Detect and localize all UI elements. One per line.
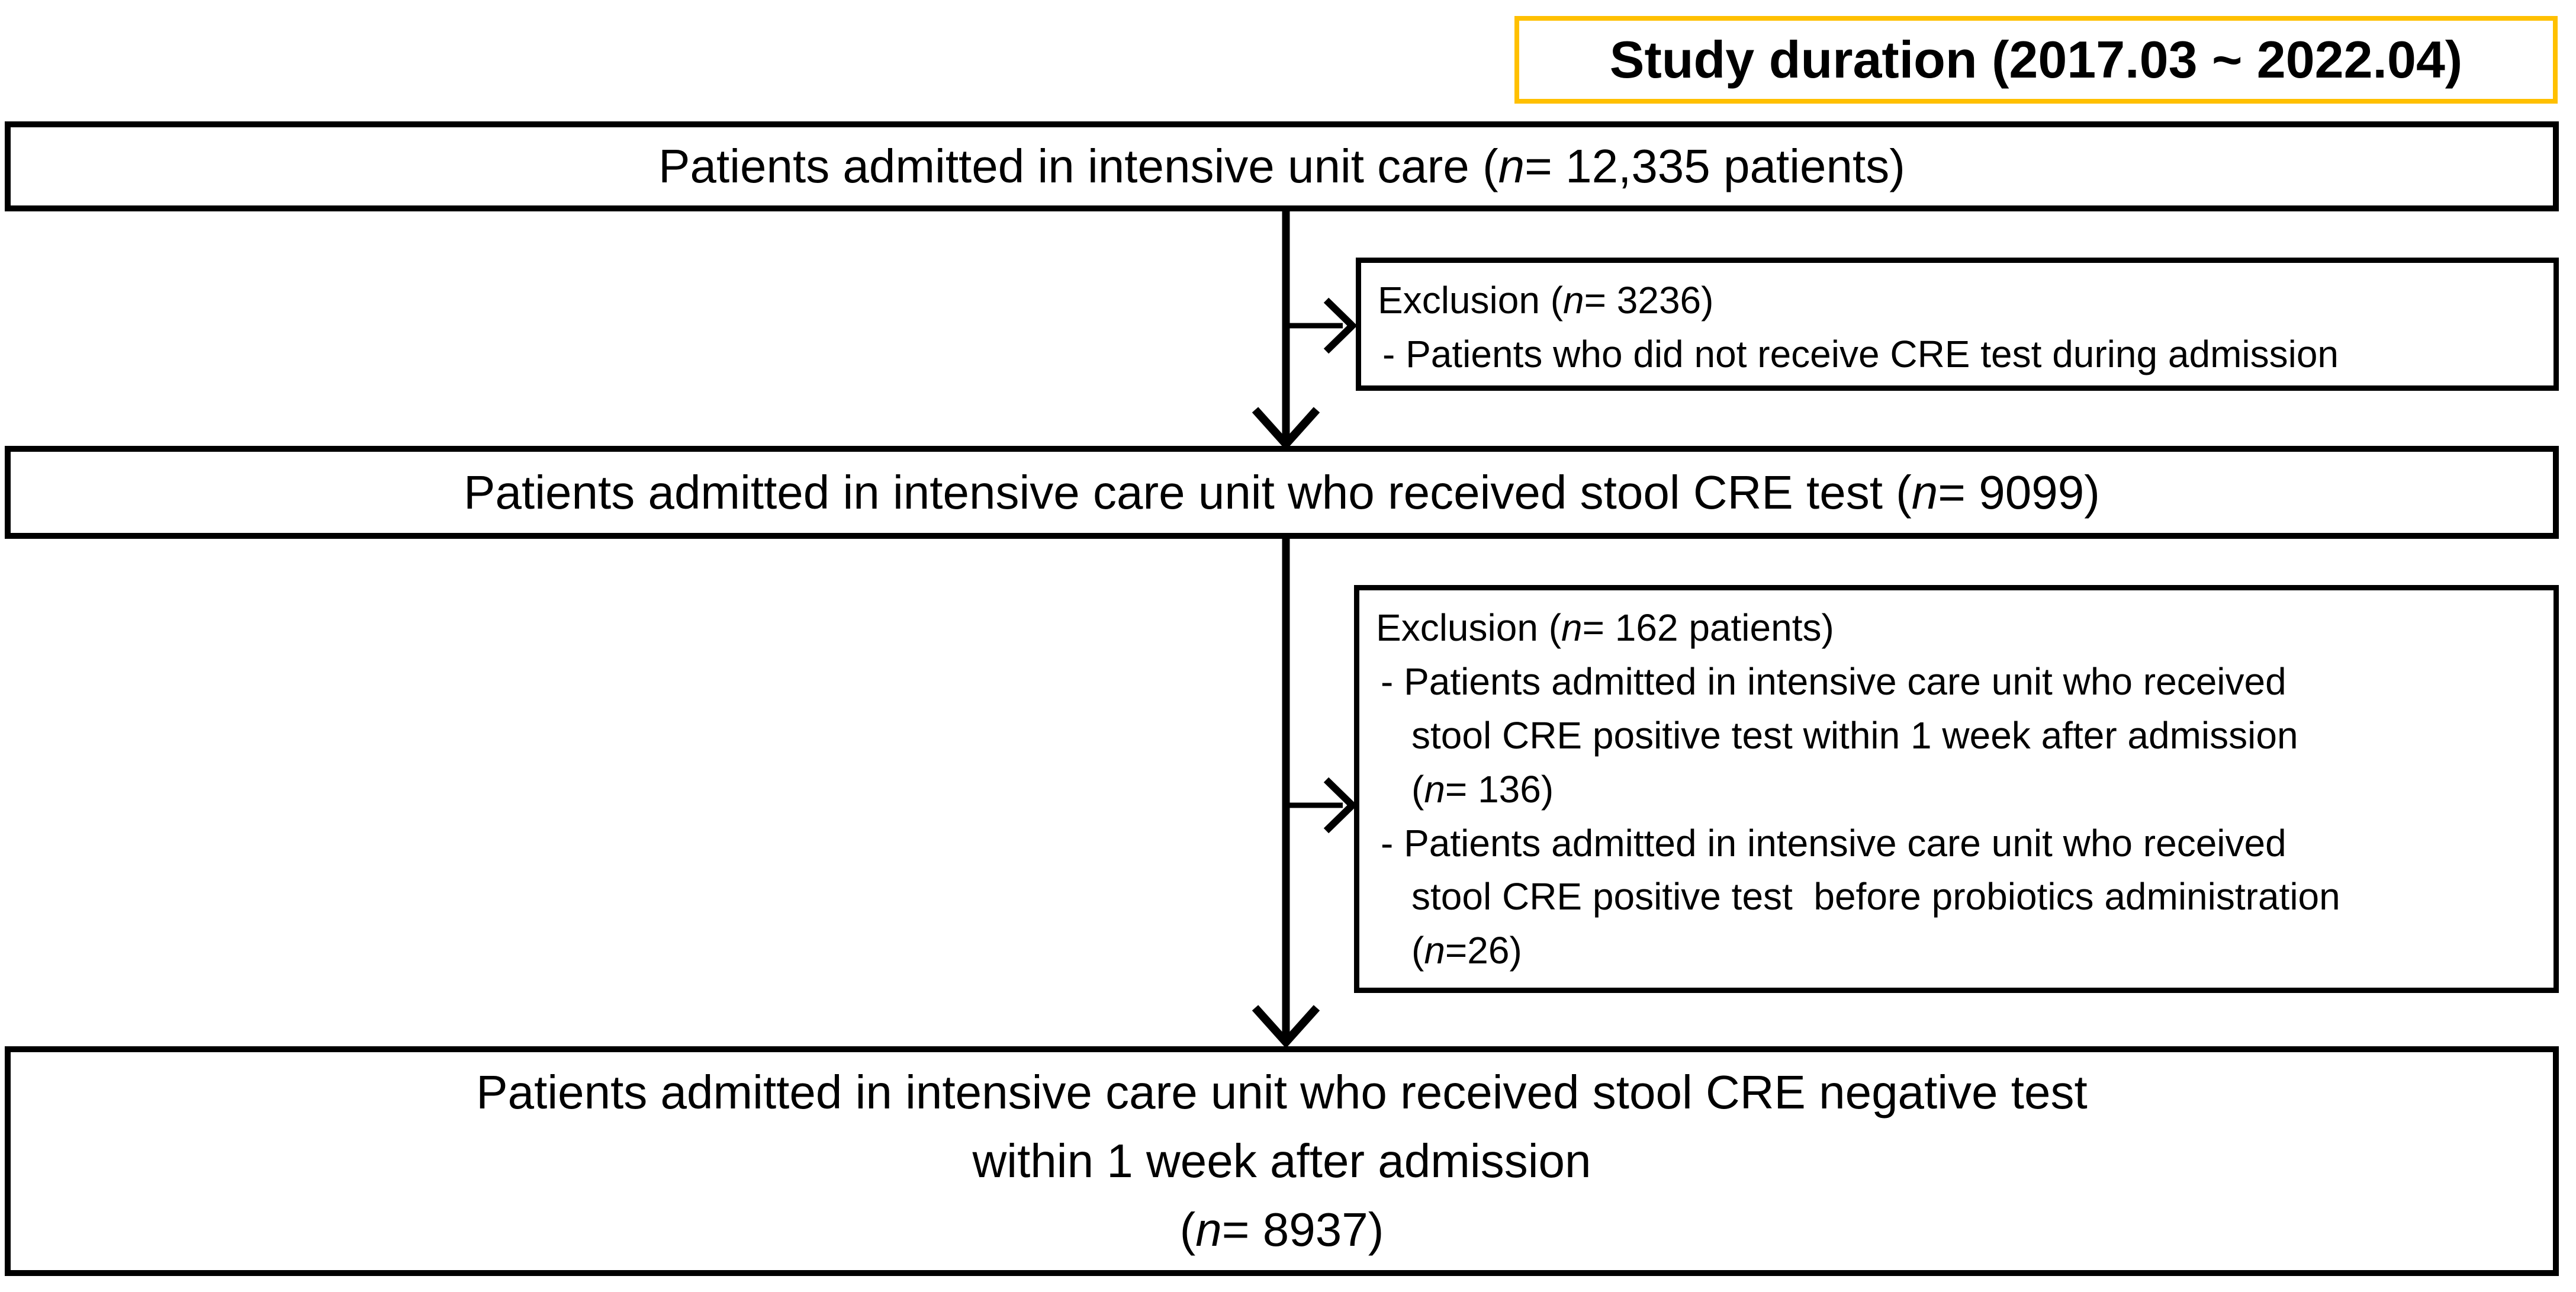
arrow-box2-to-box3 bbox=[1252, 539, 1320, 1049]
flow-box-icu-admitted: Patients admitted in intensive unit care… bbox=[5, 121, 2559, 211]
exclusion-box-1: Exclusion (n= 3236) - Patients who did n… bbox=[1356, 258, 2559, 391]
exclusion-2-title: Exclusion (n= 162 patients) bbox=[1376, 606, 1834, 649]
exclusion-2-item: - Patients admitted in intensive care un… bbox=[1381, 660, 2298, 811]
arrow-branch-to-exclusion-1 bbox=[1286, 297, 1358, 354]
flow-box-icu-admitted-label: Patients admitted in intensive unit care… bbox=[658, 140, 1905, 192]
flow-box-cre-negative-label: Patients admitted in intensive care unit… bbox=[476, 1066, 2088, 1256]
exclusion-2-item: - Patients admitted in intensive care un… bbox=[1381, 821, 2340, 972]
study-duration-label: Study duration (2017.03 ~ 2022.04) bbox=[1609, 30, 2463, 89]
exclusion-box-2: Exclusion (n= 162 patients) - Patients a… bbox=[1354, 585, 2559, 993]
flow-box-cre-negative: Patients admitted in intensive care unit… bbox=[5, 1046, 2559, 1276]
arrowhead-down-icon bbox=[1252, 1005, 1320, 1049]
exclusion-1-title: Exclusion (n= 3236) bbox=[1378, 279, 1714, 322]
study-duration-box: Study duration (2017.03 ~ 2022.04) bbox=[1514, 16, 2558, 104]
arrowhead-down-icon bbox=[1252, 407, 1320, 451]
arrowhead-right-icon bbox=[1323, 297, 1358, 354]
arrowhead-right-icon bbox=[1323, 777, 1358, 834]
flow-box-cre-test: Patients admitted in intensive care unit… bbox=[5, 446, 2559, 539]
exclusion-1-item: - Patients who did not receive CRE test … bbox=[1382, 332, 2339, 375]
flow-box-cre-test-label: Patients admitted in intensive care unit… bbox=[464, 465, 2100, 519]
arrow-branch-to-exclusion-2 bbox=[1286, 777, 1358, 834]
